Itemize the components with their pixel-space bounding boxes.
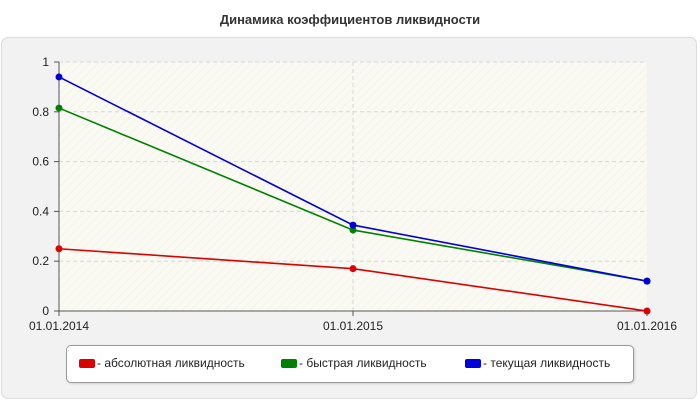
- legend-item-quick: - быстрая ликвидность: [281, 356, 427, 370]
- y-tick-label: 0: [42, 304, 49, 318]
- data-point-2: [643, 277, 651, 285]
- legend-swatch-green: [281, 358, 297, 368]
- x-tick-label: 01.01.2015: [323, 319, 383, 333]
- legend-label: - быстрая ликвидность: [299, 356, 427, 370]
- chart-legend: - абсолютная ликвидность - быстрая ликви…: [66, 345, 634, 383]
- legend-label: - абсолютная ликвидность: [97, 356, 245, 370]
- y-tick-label: 0.6: [32, 155, 49, 169]
- x-tick-label: 01.01.2016: [617, 319, 677, 333]
- legend-item-current: - текущая ликвидность: [465, 356, 610, 370]
- data-point-2: [349, 221, 357, 229]
- x-tick-label: 01.01.2014: [29, 319, 89, 333]
- y-tick-label: 0.4: [32, 204, 49, 218]
- chart-title: Динамика коэффициентов ликвидности: [219, 12, 481, 27]
- legend-label: - текущая ликвидность: [483, 356, 611, 370]
- y-tick-label: 1: [42, 55, 49, 69]
- y-tick-label: 0.8: [32, 105, 49, 119]
- legend-swatch-blue: [465, 358, 481, 368]
- data-point-0: [643, 307, 651, 315]
- data-point-0: [55, 245, 63, 253]
- legend-swatch-red: [79, 358, 95, 368]
- data-point-1: [349, 226, 357, 234]
- data-point-1: [55, 104, 63, 112]
- data-point-0: [349, 265, 357, 273]
- data-point-2: [55, 73, 63, 81]
- legend-item-absolute: - абсолютная ликвидность: [79, 356, 245, 370]
- y-tick-label: 0.2: [32, 254, 49, 268]
